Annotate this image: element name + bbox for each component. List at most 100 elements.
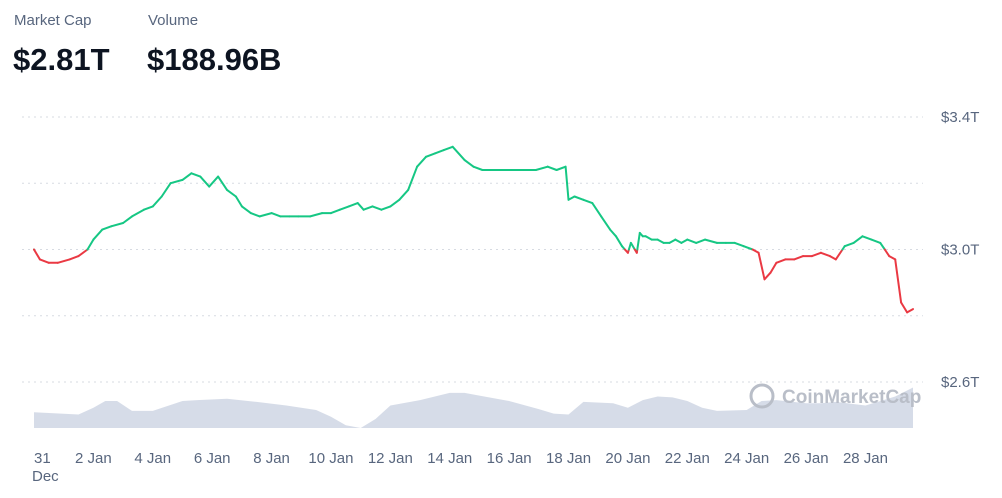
price-line-segment	[819, 251, 831, 258]
price-line-segment	[843, 241, 855, 248]
price-line-segment	[615, 235, 623, 248]
price-line-segment	[900, 301, 909, 314]
price-line-segment	[199, 175, 211, 188]
price-line-segment	[442, 145, 454, 152]
x-tick-label: 10 Jan	[308, 450, 353, 467]
price-line-segment	[555, 165, 567, 171]
x-tick-label: 8 Jan	[253, 450, 290, 467]
price-line-segment	[852, 235, 864, 244]
price-line-segment	[534, 165, 549, 171]
price-line-segment	[894, 258, 903, 304]
price-line-segment	[680, 238, 689, 244]
price-line-segment	[234, 195, 243, 208]
coinmarketcap-logo-icon	[749, 383, 775, 409]
price-line-segment	[609, 228, 617, 238]
volume-value: $188.96B	[147, 42, 282, 77]
price-line-segment	[169, 178, 184, 185]
x-tick-label: 12 Jan	[368, 450, 413, 467]
price-line-segment	[258, 212, 273, 218]
price-line-segment	[644, 235, 653, 241]
price-line-segment	[629, 241, 636, 251]
price-line-segment	[347, 202, 359, 208]
y-tick-label: $2.6T	[941, 374, 979, 391]
price-line-segment	[160, 182, 172, 198]
price-line-segment	[811, 251, 822, 258]
price-line-segment	[398, 188, 410, 201]
price-line-segment	[101, 225, 113, 231]
volume-label: Volume	[148, 12, 199, 29]
market-cap-label: Market Cap	[14, 12, 92, 29]
price-line-segment	[425, 152, 436, 158]
price-line-segment	[190, 172, 202, 178]
price-line-segment	[861, 235, 873, 241]
x-tick-label: 18 Jan	[546, 450, 591, 467]
x-tick-label: 14 Jan	[427, 450, 472, 467]
x-tick-label: 28 Jan	[843, 450, 888, 467]
price-line-segment	[451, 145, 466, 162]
price-line-segment	[582, 198, 594, 205]
price-line-segment	[769, 261, 778, 274]
x-tick-label: 31	[34, 450, 51, 467]
price-line-segment	[742, 245, 754, 251]
price-line-segment	[240, 205, 252, 215]
price-line-segment	[86, 238, 95, 251]
x-tick-label: 26 Jan	[784, 450, 829, 467]
price-line-segment	[151, 195, 163, 208]
price-line-segment	[757, 251, 766, 281]
price-line-segment	[695, 238, 707, 244]
price-line-segment	[879, 241, 886, 251]
price-line-segment	[416, 155, 427, 168]
price-line-segment	[636, 231, 641, 251]
price-line-segment	[371, 205, 383, 211]
price-line-segment	[600, 215, 612, 231]
y-axis-ticks: $3.4T $3.0T $2.6T	[941, 109, 979, 391]
volume-area-path	[34, 387, 913, 428]
price-line-segment	[564, 165, 570, 201]
x-tick-label: 4 Jan	[134, 450, 171, 467]
price-line-segment	[226, 188, 237, 198]
price-line-segment	[356, 202, 365, 211]
price-line-segment	[686, 238, 698, 244]
price-line-segment	[888, 255, 897, 261]
price-line-segment	[249, 212, 261, 218]
price-line-segment	[362, 205, 374, 211]
watermark-text: CoinMarketCap	[782, 387, 921, 408]
price-line-segment	[834, 248, 844, 261]
x-tick-label: 22 Jan	[665, 450, 710, 467]
x-tick-label: 2 Jan	[75, 450, 112, 467]
x-tick-label: 20 Jan	[605, 450, 650, 467]
volume-area	[34, 387, 913, 428]
price-line	[33, 145, 914, 314]
grid-lines	[22, 116, 923, 383]
price-line-segment	[56, 258, 71, 264]
price-line-segment	[92, 228, 104, 241]
price-line-segment	[77, 248, 89, 258]
price-line-segment	[389, 198, 401, 208]
price-line-segment	[793, 255, 805, 261]
x-tick-label: 16 Jan	[487, 450, 532, 467]
price-line-segment	[472, 165, 484, 171]
price-line-segment	[38, 258, 50, 264]
price-line-segment	[656, 238, 665, 244]
price-line-segment	[668, 238, 677, 244]
price-line-segment	[309, 212, 324, 218]
price-line-segment	[433, 149, 445, 155]
coinmarketcap-watermark: CoinMarketCap	[749, 383, 921, 409]
price-line-segment	[775, 258, 787, 264]
price-line-segment	[674, 238, 683, 244]
price-line-segment	[567, 195, 576, 201]
price-line-segment	[751, 248, 760, 254]
price-line-segment	[906, 308, 914, 314]
price-line-segment	[704, 238, 718, 244]
price-line-segment	[131, 208, 145, 218]
y-tick-label: $3.0T	[941, 242, 979, 259]
price-line-segment	[407, 165, 419, 191]
price-line-segment	[463, 159, 475, 168]
price-line-segment	[122, 215, 133, 224]
price-line-segment	[142, 205, 154, 211]
price-line-segment	[883, 248, 891, 258]
price-line-segment	[573, 195, 585, 201]
x-tick-label: 6 Jan	[194, 450, 231, 467]
